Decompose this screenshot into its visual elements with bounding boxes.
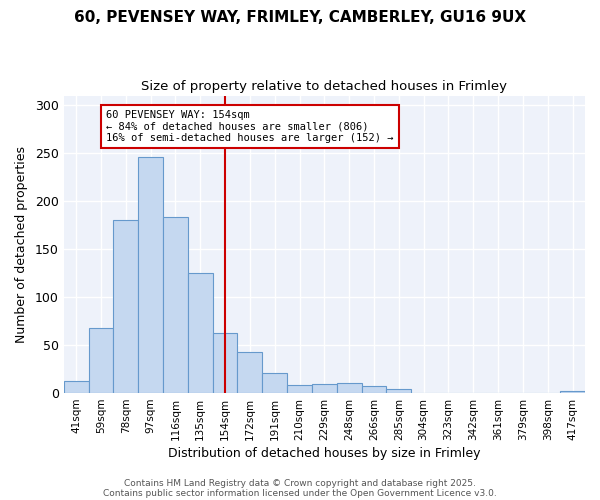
X-axis label: Distribution of detached houses by size in Frimley: Distribution of detached houses by size … xyxy=(168,447,481,460)
Bar xyxy=(337,384,362,393)
Bar xyxy=(163,218,188,393)
Bar xyxy=(113,220,138,393)
Bar xyxy=(362,386,386,393)
Bar xyxy=(212,332,238,393)
Bar xyxy=(560,391,585,393)
Text: Contains public sector information licensed under the Open Government Licence v3: Contains public sector information licen… xyxy=(103,488,497,498)
Bar xyxy=(64,380,89,393)
Bar xyxy=(386,389,411,393)
Bar xyxy=(312,384,337,393)
Bar xyxy=(238,352,262,393)
Bar xyxy=(138,157,163,393)
Bar xyxy=(188,273,212,393)
Bar xyxy=(262,373,287,393)
Title: Size of property relative to detached houses in Frimley: Size of property relative to detached ho… xyxy=(142,80,508,93)
Bar xyxy=(89,328,113,393)
Text: 60 PEVENSEY WAY: 154sqm
← 84% of detached houses are smaller (806)
16% of semi-d: 60 PEVENSEY WAY: 154sqm ← 84% of detache… xyxy=(106,110,394,143)
Y-axis label: Number of detached properties: Number of detached properties xyxy=(15,146,28,343)
Text: 60, PEVENSEY WAY, FRIMLEY, CAMBERLEY, GU16 9UX: 60, PEVENSEY WAY, FRIMLEY, CAMBERLEY, GU… xyxy=(74,10,526,25)
Text: Contains HM Land Registry data © Crown copyright and database right 2025.: Contains HM Land Registry data © Crown c… xyxy=(124,478,476,488)
Bar xyxy=(287,386,312,393)
